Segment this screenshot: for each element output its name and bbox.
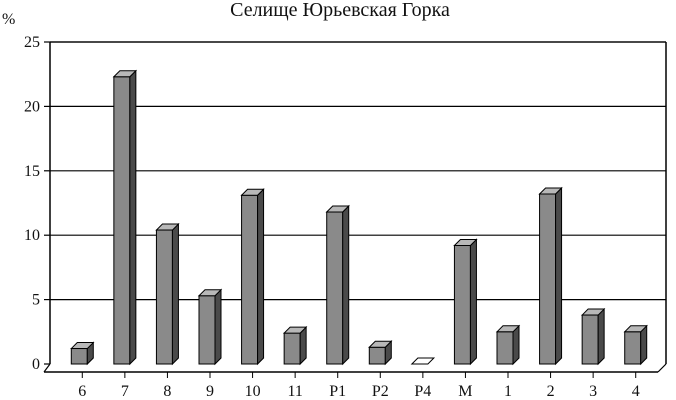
bar (453, 238, 478, 366)
x-tick-label: 9 (206, 383, 214, 400)
bar-front-face (496, 331, 514, 365)
x-tick-label: 4 (632, 383, 640, 400)
x-tick-label: 11 (287, 383, 302, 400)
y-tick-label: 0 (32, 356, 40, 373)
chart-title: Селище Юрьевская Горка (230, 0, 450, 21)
x-tick-label: P1 (329, 383, 346, 400)
bar (410, 357, 436, 365)
x-tick-label: 8 (163, 383, 171, 400)
bar-side-face (469, 238, 477, 366)
y-tick-label: 10 (24, 227, 40, 244)
y-tick-label: 20 (24, 98, 40, 115)
bar-top-face (495, 325, 521, 333)
x-tick-label: P2 (372, 383, 389, 400)
bar-side-face (597, 307, 605, 366)
x-axis-ticks: 6 7 8 9 10 11 P1 P2 P4 M 1 2 3 4 (78, 372, 640, 400)
bar-side-face (171, 222, 179, 366)
bar-front-face (624, 331, 642, 365)
bar (368, 340, 393, 366)
x-tick-label: 1 (504, 383, 512, 400)
bar-front-face (581, 314, 599, 365)
bar-front-face (198, 295, 216, 365)
y-tick-label: 25 (24, 34, 40, 51)
bar (623, 324, 648, 366)
bar-front-face (539, 193, 557, 365)
bar-top-face (197, 289, 223, 297)
gridlines (50, 41, 666, 301)
bar (197, 288, 223, 366)
bar-top-face (240, 188, 265, 196)
bar-front-face (241, 194, 259, 365)
bar (580, 307, 606, 366)
bar-top-face (368, 340, 393, 348)
x-tick-label: 3 (589, 383, 597, 400)
x-tick-label: 6 (78, 383, 86, 400)
bar-side-face (129, 69, 137, 366)
bar-side-face (555, 186, 563, 366)
axes (43, 41, 667, 373)
floor-edge-right (657, 363, 667, 373)
floor-edge-left (43, 363, 51, 373)
bar-side-face (257, 188, 265, 366)
bar (70, 341, 95, 366)
bar (240, 188, 265, 366)
bar-front-face (70, 348, 88, 365)
bar (495, 324, 521, 366)
bar (112, 69, 138, 366)
x-tick-label: P4 (414, 383, 431, 400)
bar (155, 222, 180, 366)
bars (70, 69, 648, 366)
bar-top-face (155, 223, 180, 231)
y-tick-label: 5 (32, 292, 40, 309)
y-axis-unit-label: % (2, 11, 15, 28)
bar-zero-slab (410, 357, 436, 365)
bar-front-face (453, 245, 471, 365)
bar-top-face (623, 325, 648, 333)
x-tick-label: 7 (121, 383, 129, 400)
bar-top-face (112, 70, 138, 78)
y-axis-ticks: 0 5 10 15 20 25 (24, 34, 50, 373)
x-tick-label: 10 (245, 383, 261, 400)
bar-front-face (155, 229, 173, 365)
x-tick-label: M (458, 383, 472, 400)
x-tick-label: 2 (547, 383, 555, 400)
bar-side-face (214, 288, 222, 366)
y-tick-label: 15 (24, 163, 40, 180)
bar-side-face (342, 204, 350, 366)
bar-front-face (283, 332, 301, 365)
bar-top-face (453, 239, 478, 247)
bar (538, 186, 563, 366)
bar-top-face (282, 326, 308, 334)
bar-top-face (580, 308, 606, 316)
bar-top-face (538, 187, 563, 195)
bar-top-face (325, 205, 350, 213)
bar-front-face (113, 76, 131, 365)
bar-front-face (368, 346, 386, 365)
bar (325, 204, 350, 366)
bar-top-face (70, 342, 95, 350)
bar (282, 325, 308, 366)
bar-front-face (326, 211, 344, 365)
